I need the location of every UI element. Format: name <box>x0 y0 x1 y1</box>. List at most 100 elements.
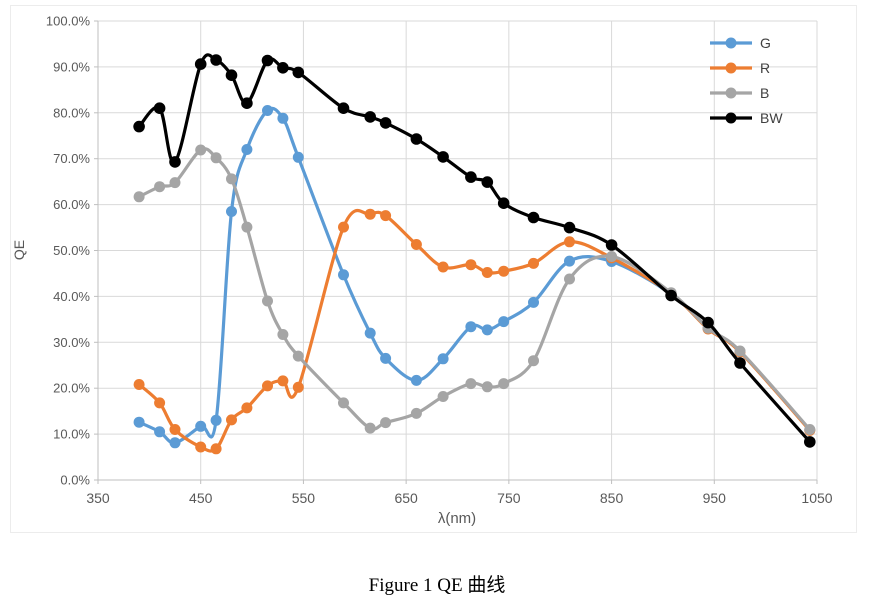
legend-item-B: B <box>710 85 769 101</box>
series-G-marker <box>338 269 349 281</box>
y-tick-label: 20.0% <box>53 381 90 396</box>
x-tick-label: 650 <box>394 490 418 506</box>
legend-label-G: G <box>760 35 771 51</box>
series-BW-marker <box>133 120 145 133</box>
series-BW-marker <box>379 117 392 129</box>
axis-tick-labels: 0.0% 10.0% 20.0% 30.0% 40.0% 50.0% 60.0% 70.0% 8… <box>46 14 833 507</box>
x-tick-label: 950 <box>703 490 727 506</box>
x-axis-title: λ(nm) <box>438 510 476 527</box>
legend-item-G: G <box>710 35 771 51</box>
series-R-marker <box>241 402 253 414</box>
series-B-marker <box>277 329 289 340</box>
series-R-marker <box>169 424 181 435</box>
series-R-marker <box>564 236 575 248</box>
series-R-marker <box>410 239 422 250</box>
chart-frame <box>10 5 857 533</box>
series-BW-marker <box>225 69 238 81</box>
legend-marker-B <box>725 87 737 99</box>
series-BW-marker <box>241 97 253 109</box>
series-B-marker <box>481 381 493 393</box>
series-BW-marker <box>497 197 510 209</box>
series-BW-marker <box>437 151 449 163</box>
series-BW-marker <box>337 102 350 114</box>
series-G-marker <box>465 321 477 333</box>
series-G-marker <box>498 316 510 328</box>
series-BW <box>133 53 816 448</box>
series-BW-marker <box>481 176 494 188</box>
series-B-marker <box>292 350 304 362</box>
series-B-marker <box>195 144 207 156</box>
series-G-marker <box>528 296 539 308</box>
y-tick-label: 60.0% <box>53 197 90 212</box>
series-B-marker <box>154 181 166 193</box>
y-tick-label: 80.0% <box>53 105 90 120</box>
legend-label-B: B <box>760 85 769 101</box>
series-BW-marker <box>277 62 289 74</box>
legend-marker-G <box>725 37 737 49</box>
legend-item-BW: BW <box>710 110 783 126</box>
series-G-marker <box>380 352 392 364</box>
y-tick-label: 100.0% <box>46 14 91 29</box>
gridlines <box>97 20 818 481</box>
series-B-marker <box>262 295 273 307</box>
series-B <box>133 144 816 435</box>
series-R-marker <box>437 261 449 273</box>
y-tick-label: 50.0% <box>53 243 90 258</box>
series-G-marker <box>364 327 376 339</box>
series-B-marker <box>380 417 392 429</box>
series-R-marker <box>364 208 376 220</box>
series-BW-marker <box>702 316 714 329</box>
series-B-marker <box>338 397 349 409</box>
y-tick-label: 0.0% <box>60 473 90 488</box>
series-B-marker <box>528 355 539 367</box>
legend-marker-R <box>725 62 737 74</box>
series-G-marker <box>292 151 304 163</box>
series-R-marker <box>210 443 222 455</box>
series-G-marker <box>169 437 181 449</box>
y-tick-label: 90.0% <box>53 59 90 74</box>
series-B-marker <box>498 378 510 390</box>
y-tick-label: 30.0% <box>53 335 90 350</box>
x-tick-label: 850 <box>600 490 624 506</box>
axes <box>94 20 818 484</box>
series-G-marker <box>564 255 575 267</box>
series-B-marker <box>210 152 222 164</box>
series-BW-marker <box>563 221 576 234</box>
series-G-marker <box>277 112 289 124</box>
x-tick-label: 1050 <box>801 490 832 506</box>
series-B-marker <box>804 424 816 435</box>
series-B-marker <box>241 221 253 233</box>
series-G-marker <box>210 414 222 426</box>
series-B-marker <box>410 407 422 419</box>
series-R-marker <box>498 265 510 277</box>
series-B-marker <box>169 177 181 189</box>
x-tick-label: 750 <box>497 490 521 506</box>
series <box>133 53 816 455</box>
figure-caption: Figure 1 QE 曲线 <box>368 575 506 596</box>
series-R-marker <box>380 210 392 222</box>
qe-line-chart: 0.0% 10.0% 20.0% 30.0% 40.0% 50.0% 60.0% 70.0% 8… <box>10 5 857 533</box>
series-R-marker <box>154 397 166 409</box>
series-G-marker <box>241 144 253 155</box>
x-tick-label: 350 <box>86 490 110 506</box>
series-R-marker <box>277 375 289 387</box>
series-BW-marker <box>364 111 377 123</box>
series-B-marker <box>437 391 449 402</box>
y-tick-label: 40.0% <box>53 289 90 304</box>
series-BW-marker <box>605 239 618 251</box>
series-B-marker <box>465 378 477 390</box>
series-B-marker <box>564 273 575 285</box>
series-R-marker <box>465 259 477 271</box>
series-R-marker <box>481 267 493 278</box>
legend-item-R: R <box>710 60 770 76</box>
series-BW-marker <box>804 436 816 448</box>
legend-label-BW: BW <box>760 110 783 126</box>
series-R-marker <box>195 441 207 453</box>
x-tick-label: 450 <box>189 490 213 506</box>
series-G-marker <box>195 420 207 432</box>
series-BW-marker <box>261 54 274 67</box>
series-BW-marker <box>465 171 477 183</box>
series-BW-marker <box>734 357 746 369</box>
series-R-marker <box>226 414 237 426</box>
